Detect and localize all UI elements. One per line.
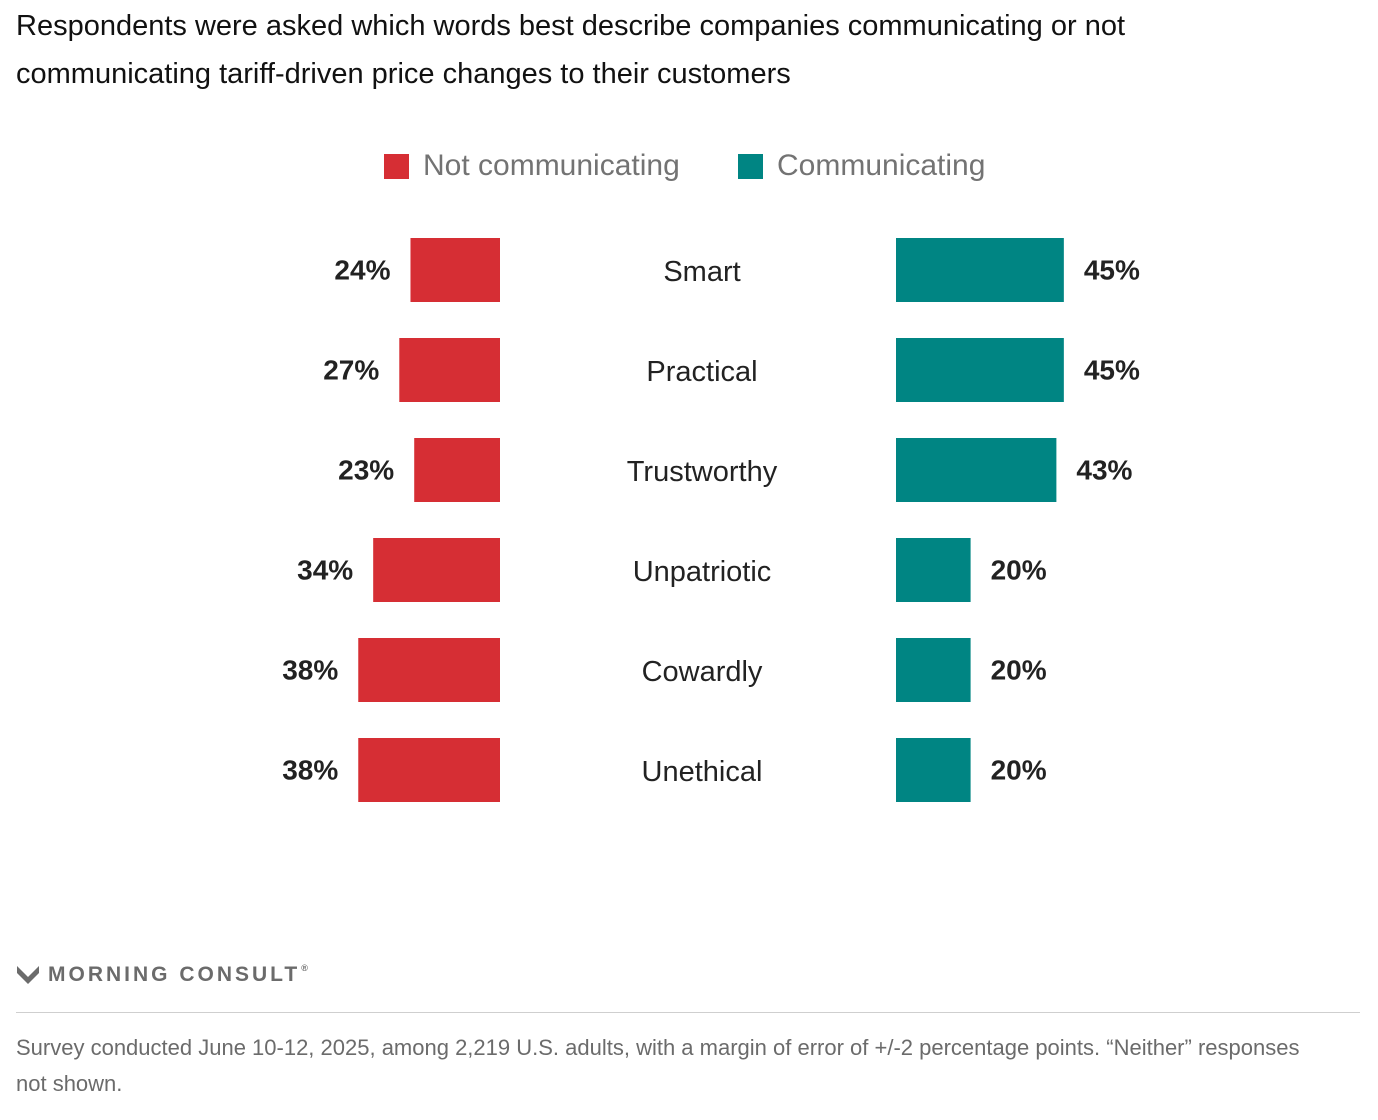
bar-communicating-smart bbox=[896, 238, 1064, 302]
bar-communicating-unethical bbox=[896, 738, 971, 802]
brand-logo: MORNING CONSULT® bbox=[16, 960, 311, 990]
bar-not-communicating-unethical bbox=[358, 738, 500, 802]
chart-legend: Not communicating Communicating bbox=[0, 146, 1378, 186]
legend-item-not-communicating: Not communicating bbox=[384, 146, 680, 186]
category-label-smart: Smart bbox=[663, 256, 740, 288]
value-label-communicating-unethical: 20% bbox=[991, 755, 1047, 786]
chart-subtitle: Respondents were asked which words best … bbox=[16, 10, 1126, 90]
value-label-not-communicating-smart: 24% bbox=[334, 255, 390, 286]
category-label-unethical: Unethical bbox=[642, 756, 763, 788]
value-label-communicating-unpatriotic: 20% bbox=[991, 555, 1047, 586]
category-label-practical: Practical bbox=[646, 356, 757, 388]
bar-communicating-cowardly bbox=[896, 638, 971, 702]
bar-communicating-practical bbox=[896, 338, 1064, 402]
value-label-communicating-smart: 45% bbox=[1084, 255, 1140, 286]
brand-name: MORNING CONSULT® bbox=[48, 963, 311, 986]
morning-consult-m-logo-icon bbox=[17, 966, 39, 984]
value-label-communicating-trustworthy: 43% bbox=[1076, 455, 1132, 486]
bar-not-communicating-smart bbox=[410, 238, 500, 302]
bar-communicating-unpatriotic bbox=[896, 538, 971, 602]
value-label-not-communicating-unethical: 38% bbox=[282, 755, 338, 786]
value-label-not-communicating-trustworthy: 23% bbox=[338, 455, 394, 486]
legend-label-not-communicating: Not communicating bbox=[423, 149, 680, 182]
category-label-trustworthy: Trustworthy bbox=[627, 456, 778, 488]
value-label-communicating-practical: 45% bbox=[1084, 355, 1140, 386]
legend-item-communicating: Communicating bbox=[738, 146, 985, 186]
value-label-not-communicating-unpatriotic: 34% bbox=[297, 555, 353, 586]
value-label-communicating-cowardly: 20% bbox=[991, 655, 1047, 686]
legend-swatch-communicating bbox=[738, 153, 763, 179]
legend-swatch-not-communicating bbox=[384, 153, 409, 179]
bar-not-communicating-unpatriotic bbox=[373, 538, 500, 602]
bar-not-communicating-trustworthy bbox=[414, 438, 500, 502]
bar-not-communicating-practical bbox=[399, 338, 500, 402]
value-label-not-communicating-practical: 27% bbox=[323, 355, 379, 386]
category-label-cowardly: Cowardly bbox=[642, 656, 763, 688]
diverging-bar-chart: 24% Smart 45% 27% Practical 45% 23% Trustworthy… bbox=[282, 238, 1140, 802]
footer-divider bbox=[16, 1012, 1360, 1013]
value-label-not-communicating-cowardly: 38% bbox=[282, 655, 338, 686]
category-label-unpatriotic: Unpatriotic bbox=[633, 556, 772, 588]
legend-label-communicating: Communicating bbox=[777, 149, 986, 182]
survey-footnote: Survey conducted June 10-12, 2025, among… bbox=[16, 1035, 1300, 1096]
bar-not-communicating-cowardly bbox=[358, 638, 500, 702]
bar-communicating-trustworthy bbox=[896, 438, 1057, 502]
